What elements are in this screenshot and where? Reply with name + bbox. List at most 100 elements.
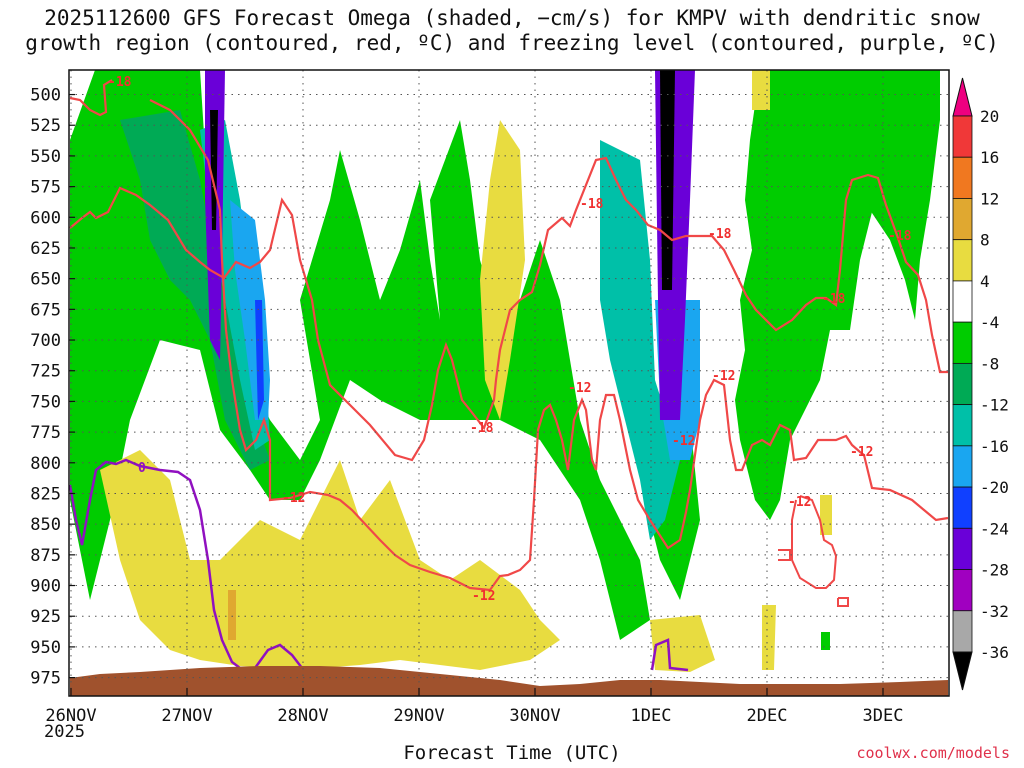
omega-yellow-region-5 [762, 605, 776, 670]
colorbar-label: -28 [980, 561, 1009, 580]
omega-yellow-region-4 [820, 495, 832, 535]
label-minus18: -18 [888, 229, 912, 244]
dendritic-minus18-contour [69, 156, 948, 462]
dendritic-minus12-small [778, 549, 791, 561]
label-minus18: -18 [470, 421, 494, 436]
colorbar-swatch [952, 156, 973, 199]
y-tick-label: 500 [30, 86, 61, 106]
freezing-level-contour-3 [650, 638, 689, 672]
dendritic-minus12-contour [149, 99, 949, 592]
omega-black-core-1 [210, 110, 218, 230]
colorbar-swatch [952, 321, 973, 364]
colorbar-swatch [952, 404, 973, 447]
omega-green-dot [821, 632, 830, 650]
colorbar-swatch [952, 569, 973, 612]
label-minus18: -18 [108, 75, 132, 90]
label-minus18: -18 [708, 227, 732, 242]
omega-blue-region-2 [255, 300, 264, 420]
colorbar-label: 4 [980, 272, 990, 291]
y-tick-label: 825 [30, 484, 61, 504]
label-minus12: -12 [568, 381, 591, 396]
y-tick-label: 650 [30, 270, 61, 290]
y-tick-label: 800 [30, 454, 61, 474]
x-tick-label: 28NOV [277, 706, 328, 726]
omega-yellow-region-6 [752, 70, 770, 110]
y-tick-label: 525 [30, 116, 61, 136]
label-freezing-0: 0 [138, 461, 146, 476]
grid-lines [69, 70, 949, 696]
omega-orange-streak [228, 590, 236, 640]
y-tick-label: 575 [30, 178, 61, 198]
plot-area [69, 70, 949, 696]
x-tick-label: 29NOV [393, 706, 444, 726]
label-minus12: -12 [472, 589, 495, 604]
y-tick-label: 750 [30, 392, 61, 412]
y-tick-label: 700 [30, 331, 61, 351]
colorbar-label: 8 [980, 231, 990, 250]
freezing-level-contour-2 [253, 643, 303, 669]
title-line-1: 2025112600 GFS Forecast Omega (shaded, −… [44, 6, 980, 30]
omega-green-region-3 [860, 70, 940, 320]
y-tick-label: 600 [30, 208, 61, 228]
colorbar-swatch [952, 115, 973, 158]
omega-teal-region-3 [600, 140, 680, 540]
x-axis-title: Forecast Time (UTC) [403, 742, 621, 764]
colorbar-swatch [952, 280, 973, 323]
y-tick-label: 625 [30, 239, 61, 259]
colorbar-label: -4 [980, 313, 999, 332]
label-minus12: -12 [788, 495, 811, 510]
label-minus12: -12 [850, 445, 873, 460]
dendritic-minus18-contour-left [69, 79, 113, 117]
y-tick-label: 975 [30, 669, 61, 689]
omega-yellow-region-2 [480, 120, 525, 420]
y-tick-label: 875 [30, 546, 61, 566]
colorbar-swatch [952, 198, 973, 241]
colorbar-top-arrow [952, 77, 973, 117]
colorbar-swatch [952, 239, 973, 282]
omega-yellow-region-3 [650, 615, 715, 672]
colorbar-swatch [952, 362, 973, 406]
omega-black-core-2 [660, 70, 675, 290]
label-minus18: -18 [580, 197, 604, 212]
colorbar-label: -24 [980, 519, 1009, 538]
credit-link[interactable]: coolwx.com/models [856, 744, 1010, 762]
label-minus12: -12 [672, 434, 695, 449]
dendritic-minus12-loop [791, 495, 838, 589]
label-minus12: -12 [282, 491, 305, 506]
x-tick-label: 2DEC [747, 706, 788, 726]
dendritic-minus12-box [837, 597, 849, 607]
colorbar-swatch [952, 486, 973, 529]
y-tick-label: 675 [30, 300, 61, 320]
freezing-level-contour-1 [69, 458, 241, 669]
x-tick-label: 3DEC [863, 706, 904, 726]
colorbar-label: -16 [980, 437, 1009, 456]
colorbar-label: -12 [980, 396, 1009, 415]
contour-labels: -18 -18 -18 -18 -18 -18 -12 -12 -12 -12 … [108, 75, 912, 604]
chart-title: 2025112600 GFS Forecast Omega (shaded, −… [0, 6, 1024, 56]
y-tick-label: 850 [30, 515, 61, 535]
y-tick-label: 550 [30, 147, 61, 167]
year-label: 2025 [44, 722, 85, 742]
x-axis: 26NOV 27NOV 28NOV 29NOV 30NOV 1DEC 2DEC 3DEC [45, 688, 903, 726]
colorbar-swatch [952, 527, 973, 570]
y-tick-label: 775 [30, 423, 61, 443]
colorbar-label: -32 [980, 602, 1009, 621]
colorbar-swatch [952, 610, 973, 653]
title-line-2: growth region (contoured, red, ºC) and f… [25, 31, 999, 55]
y-tick-label: 950 [30, 638, 61, 658]
x-tick-label: 30NOV [509, 706, 560, 726]
colorbar-label: -8 [980, 354, 999, 373]
colorbar-label: 16 [980, 148, 999, 167]
colorbar-label: -20 [980, 478, 1009, 497]
omega-yellow-region-1 [100, 450, 560, 670]
colorbar-swatch [952, 445, 973, 488]
plot-frame [68, 69, 950, 697]
omega-green-region-1 [70, 70, 650, 640]
label-minus18: -18 [822, 292, 846, 307]
y-tick-label: 900 [30, 577, 61, 597]
label-minus12: -12 [712, 369, 735, 384]
colorbar-label: 12 [980, 189, 999, 208]
terrain-fill [70, 666, 948, 696]
colorbar-bottom-arrow [952, 651, 973, 691]
